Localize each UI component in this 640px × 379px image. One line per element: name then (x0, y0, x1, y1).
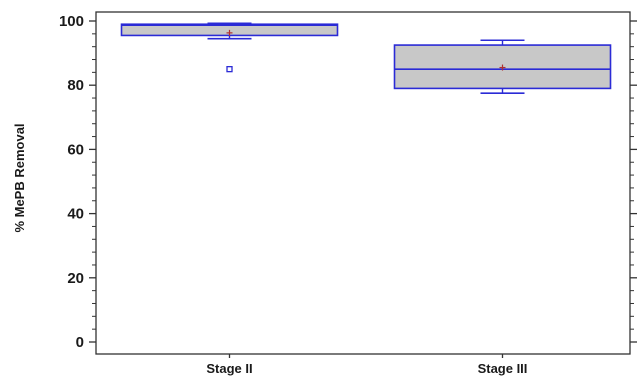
x-category-label: Stage III (478, 361, 528, 376)
y-tick-label: 0 (76, 334, 84, 351)
x-category-label: Stage II (206, 361, 252, 376)
y-tick-label: 100 (59, 13, 84, 30)
y-axis: 0 20 40 60 80 100 (59, 13, 637, 351)
box-series (120, 22, 339, 73)
y-tick-label: 60 (67, 141, 84, 158)
y-axis-title: % MePB Removal (12, 123, 27, 232)
plot-frame (95, 11, 631, 355)
outlier-point (226, 66, 233, 73)
boxes-group (120, 22, 612, 95)
y-tick-label: 20 (67, 270, 84, 287)
y-tick-label: 40 (67, 206, 84, 223)
x-axis: Stage II Stage III (206, 354, 527, 376)
box-series (393, 39, 612, 95)
y-tick-label: 80 (67, 77, 84, 94)
